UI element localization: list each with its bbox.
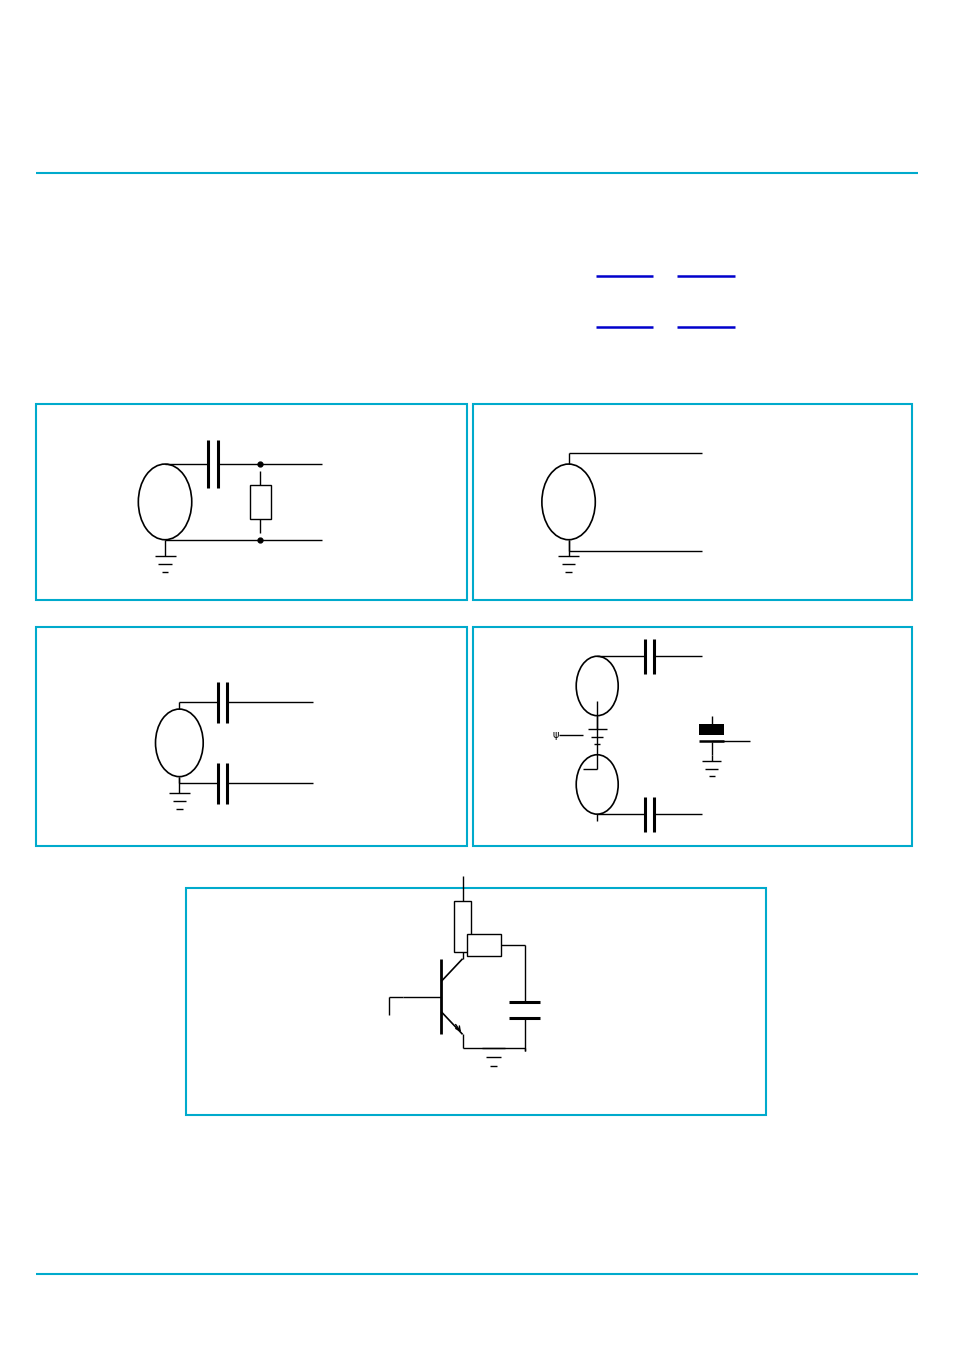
Bar [473, 627, 911, 846]
Bar [36, 627, 467, 846]
Bar [467, 935, 500, 957]
Bar [699, 724, 723, 735]
Bar [454, 901, 471, 952]
Text: ψ: ψ [552, 730, 558, 740]
Bar [473, 404, 911, 600]
Bar [186, 888, 765, 1115]
Bar [36, 404, 467, 600]
Bar [250, 485, 271, 519]
